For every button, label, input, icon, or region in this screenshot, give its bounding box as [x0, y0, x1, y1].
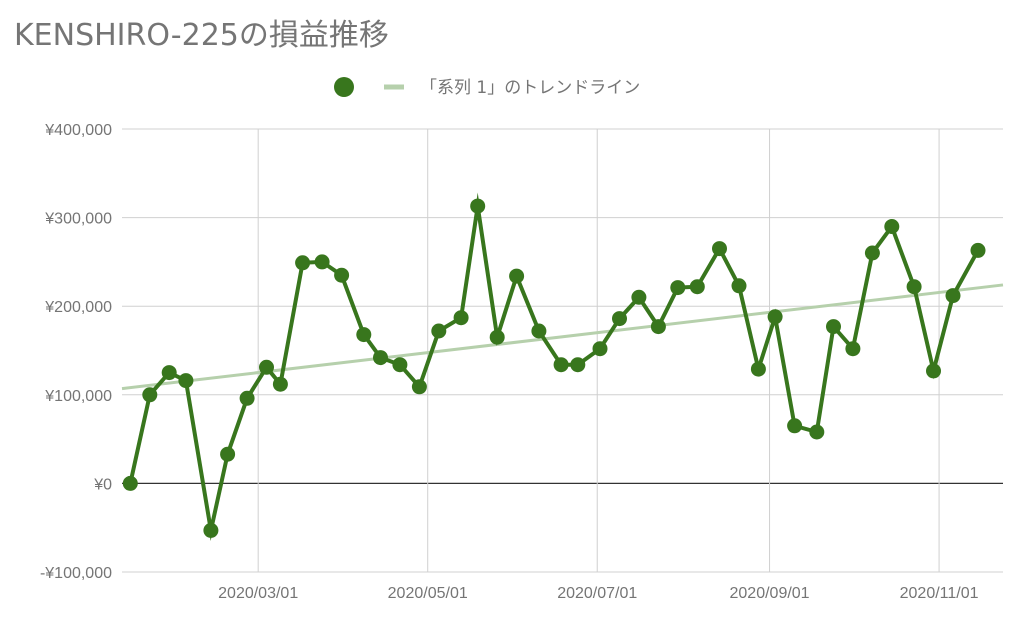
data-point: [203, 522, 219, 538]
data-point: [295, 255, 311, 271]
data-point: [470, 198, 486, 214]
trendline-line: [121, 283, 1004, 391]
data-point: [392, 357, 408, 373]
x-tick-label: 2020/05/01: [388, 585, 468, 602]
data-point: [220, 446, 236, 462]
series: [122, 192, 986, 541]
data-point: [689, 279, 705, 295]
data-point: [334, 267, 350, 283]
data-point: [411, 379, 427, 395]
x-tick-label: 2020/07/01: [557, 585, 637, 602]
data-point: [809, 424, 825, 440]
data-point: [884, 219, 900, 234]
grid: [122, 128, 1003, 573]
data-point: [453, 310, 469, 326]
legend-trendline-label: 「系列 1」のトレンドライン: [420, 78, 640, 98]
data-point: [314, 254, 330, 270]
data-point: [272, 376, 288, 392]
data-point: [845, 341, 861, 357]
data-point: [531, 323, 547, 339]
data-point: [945, 288, 961, 304]
legend: 「系列 1」のトレンドライン: [334, 77, 640, 98]
series-line: [128, 192, 980, 541]
data-point: [509, 268, 525, 284]
data-point: [570, 357, 586, 373]
y-tick-label: ¥0: [93, 476, 112, 493]
data-point: [553, 357, 569, 373]
data-point: [670, 280, 686, 296]
y-tick-label: ¥100,000: [44, 388, 112, 405]
data-point: [431, 323, 447, 339]
y-tick-label: ¥400,000: [44, 122, 112, 139]
x-tick-label: 2020/09/01: [730, 585, 810, 602]
y-axis: ¥400,000 ¥300,000 ¥200,000 ¥100,000 ¥0 -¥100,…: [40, 122, 112, 582]
x-tick-label: 2020/03/01: [218, 585, 298, 602]
data-point: [970, 242, 986, 258]
data-point: [767, 309, 783, 325]
data-point: [142, 387, 158, 403]
y-tick-label: ¥300,000: [44, 211, 112, 228]
data-point: [731, 278, 747, 294]
data-point: [826, 319, 841, 335]
data-point: [489, 329, 505, 345]
y-tick-label: -¥100,000: [40, 565, 112, 582]
data-point: [906, 279, 922, 295]
data-point: [356, 327, 372, 343]
data-point: [373, 350, 388, 366]
data-point: [864, 245, 880, 261]
x-axis: 2020/03/01 2020/05/01 2020/07/01 2020/09/01…: [218, 585, 978, 602]
data-point: [122, 475, 138, 491]
data-point: [592, 341, 608, 357]
data-point: [631, 289, 647, 305]
legend-series-marker: [334, 77, 354, 97]
data-point: [612, 311, 627, 327]
data-point: [787, 418, 803, 434]
data-point: [161, 365, 177, 381]
y-tick-label: ¥200,000: [44, 299, 112, 316]
trendline: [121, 283, 1004, 391]
data-point: [650, 319, 666, 335]
data-point: [239, 390, 255, 406]
data-point: [259, 359, 274, 375]
x-tick-label: 2020/11/01: [900, 585, 979, 602]
data-point: [750, 361, 766, 377]
data-point: [178, 373, 194, 389]
data-point: [712, 241, 727, 257]
chart-title: KENSHIRO-225の損益推移: [14, 18, 389, 53]
data-point: [926, 363, 941, 379]
